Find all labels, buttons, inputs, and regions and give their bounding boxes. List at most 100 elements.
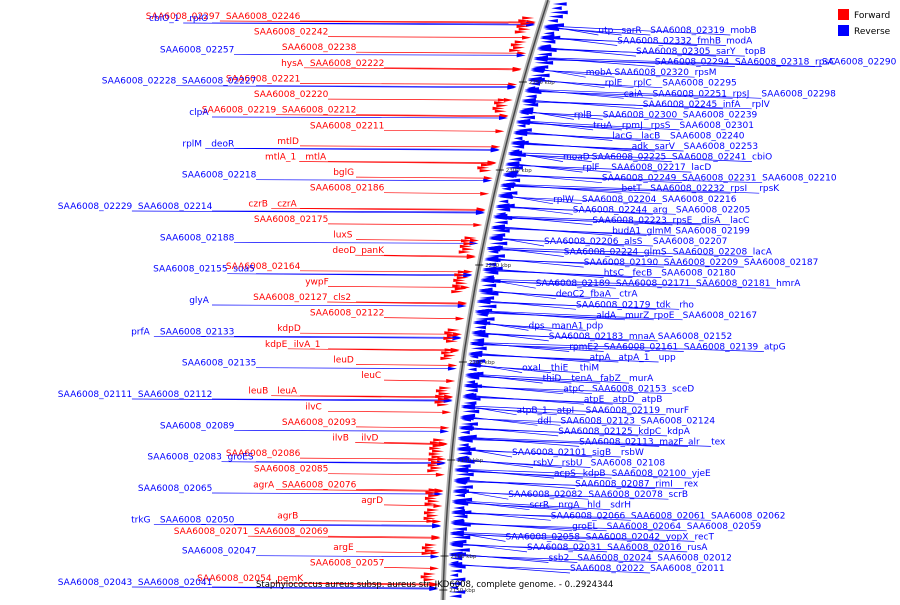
reverse-gene-arrow	[482, 279, 501, 283]
forward-gene-arrow	[497, 98, 510, 102]
reverse-right-label-lacb: lacB	[641, 132, 660, 142]
reverse-right-label-saa6008-02190: SAA6008_02190	[584, 258, 659, 268]
reverse-gene-arrow	[487, 250, 499, 254]
forward-label-saa6008-02122: SAA6008_02122	[310, 309, 384, 319]
reverse-right-label-rpme2: rpmE2	[569, 343, 599, 353]
reverse-right-label-saa6008-02183: SAA6008_02183	[549, 332, 623, 342]
reverse-right-label-atpi: atpI	[557, 406, 574, 416]
reverse-right-connector	[458, 468, 692, 479]
reverse-right-label-rect: recT	[695, 532, 715, 542]
reverse-gene-arrow	[454, 485, 473, 489]
reverse-gene-arrow	[465, 384, 482, 388]
reverse-left-gene-mark	[447, 366, 457, 371]
forward-gene-arrow	[454, 287, 467, 291]
reverse-right-label-saa6008-02206: SAA6008_02206	[544, 237, 619, 247]
reverse-right-label-mnaa: mnaA	[629, 332, 656, 342]
reverse-gene-arrow	[453, 497, 473, 502]
reverse-right-label-saa6008-02204: SAA6008_02204	[582, 195, 657, 205]
reverse-right-connector	[454, 523, 687, 532]
reverse-right-label-moad: moaD	[563, 153, 590, 163]
reverse-gene-arrow	[523, 98, 532, 103]
reverse-right-label-saa6008-02059: SAA6008_02059	[687, 522, 762, 532]
reverse-right-connector	[452, 564, 651, 574]
reverse-right-label-rex: rex	[684, 480, 699, 490]
reverse-right-label-saa6008-02231: SAA6008_02231	[682, 174, 756, 184]
forward-gene-arrow	[427, 508, 440, 512]
reverse-right-connector	[531, 80, 663, 89]
reverse-gene-arrow	[476, 308, 493, 313]
reverse-right-label-rpsk: rpsK	[759, 184, 780, 194]
forward-label-arge: argE	[333, 543, 354, 553]
forward-gene-arrow	[428, 458, 441, 462]
reverse-right-label-saa6008-02119: SAA6008_02119	[586, 406, 661, 416]
reverse-gene-arrow	[498, 199, 509, 204]
reverse-right-connector	[528, 88, 624, 99]
reverse-right-label-lacd: lacD	[691, 163, 711, 173]
reverse-right-connector	[468, 375, 601, 384]
reverse-right-label-saa6008-02249: SAA6008_02249	[602, 174, 677, 184]
forward-label-cls2: cls2	[333, 293, 351, 303]
reverse-gene-arrow	[521, 107, 534, 111]
reverse-gene-arrow	[532, 69, 544, 73]
reverse-right-label-saa6008-02251: SAA6008_02251	[653, 89, 727, 99]
reverse-gene-arrow	[451, 539, 467, 544]
reverse-right-label-adk: adk	[632, 142, 649, 152]
reverse-gene-arrow	[542, 35, 561, 40]
reverse-right-label-saa6008-02087: SAA6008_02087	[575, 480, 649, 490]
ruler-tick-label: 2250 kbp	[529, 80, 555, 86]
reverse-right-connector	[455, 500, 611, 511]
reverse-left-label-groes: groES	[228, 453, 254, 463]
reverse-right-label-saa6008-02153: SAA6008_02153	[592, 385, 666, 395]
reverse-gene-arrow	[468, 363, 481, 367]
reverse-right-label-saa6008-02305: SAA6008_02305	[636, 47, 710, 57]
forward-gene-arrow	[447, 328, 460, 332]
reverse-right-connector	[543, 38, 727, 46]
reverse-right-label-scrb: scrB	[669, 490, 689, 500]
reverse-left-connector	[221, 461, 439, 465]
reverse-right-label-saa6008-02301: SAA6008_02301	[680, 121, 754, 131]
reverse-right-connector	[453, 532, 695, 542]
reverse-right-label-deoc2: deoC2	[556, 290, 585, 300]
reverse-right-label-atpc: atpC	[563, 385, 584, 395]
reverse-right-label-glmm: glmM	[647, 226, 672, 236]
reverse-right-label-htsc: htsC	[604, 269, 624, 279]
reverse-gene-arrow	[455, 476, 470, 481]
ruler-tick-label: 2150 kbp	[457, 458, 483, 464]
reverse-left-connector	[205, 147, 493, 151]
reverse-right-connector	[469, 373, 543, 384]
genome-caption: Staphylococcus aureus subsp. aureus str.…	[256, 580, 613, 590]
reverse-right-label-rsbv: rsbV	[533, 459, 554, 469]
forward-gene-arrow	[443, 354, 456, 358]
reverse-right-connector	[461, 439, 689, 447]
reverse-right-label-saa6008-02180: SAA6008_02180	[661, 269, 736, 279]
forward-label-pemk: pemK	[277, 574, 304, 584]
forward-label-saa6008-02221: SAA6008_02221	[226, 74, 300, 84]
forward-gene-arrow	[514, 30, 527, 34]
forward-label-ilvd: ilvD	[361, 434, 378, 444]
reverse-gene-arrow	[453, 502, 469, 506]
reverse-right-label-caia: caiA	[624, 89, 644, 99]
forward-gene-arrow	[434, 400, 447, 404]
reverse-gene-arrow	[535, 56, 547, 61]
reverse-left-label-saa6008-02155: SAA6008_02155	[153, 265, 227, 275]
reverse-gene-arrow	[529, 77, 545, 82]
reverse-left-gene-mark	[452, 336, 462, 341]
reverse-right-label-sarv: sarV	[655, 142, 676, 152]
reverse-gene-arrow	[533, 65, 549, 69]
forward-connector	[327, 410, 445, 413]
reverse-right-label-saa6008-02062: SAA6008_02062	[711, 511, 785, 521]
reverse-gene-arrow	[538, 48, 557, 52]
forward-label-saa6008-02054: SAA6008_02054	[197, 574, 272, 584]
forward-gene-arrow	[494, 101, 507, 105]
reverse-right-connector	[516, 133, 671, 141]
reverse-gene-arrow	[547, 19, 558, 23]
reverse-left-connector	[175, 85, 510, 89]
reverse-right-connector	[454, 522, 607, 532]
reverse-right-label-saa6008-02207: SAA6008_02207	[653, 237, 727, 247]
reverse-gene-arrow	[464, 388, 478, 393]
reverse-gene-arrow	[552, 2, 567, 6]
reverse-right-label-saa6008-02290: SAA6008_02290	[822, 58, 897, 68]
reverse-gene-arrow	[492, 224, 504, 229]
reverse-gene-arrow	[515, 128, 532, 132]
